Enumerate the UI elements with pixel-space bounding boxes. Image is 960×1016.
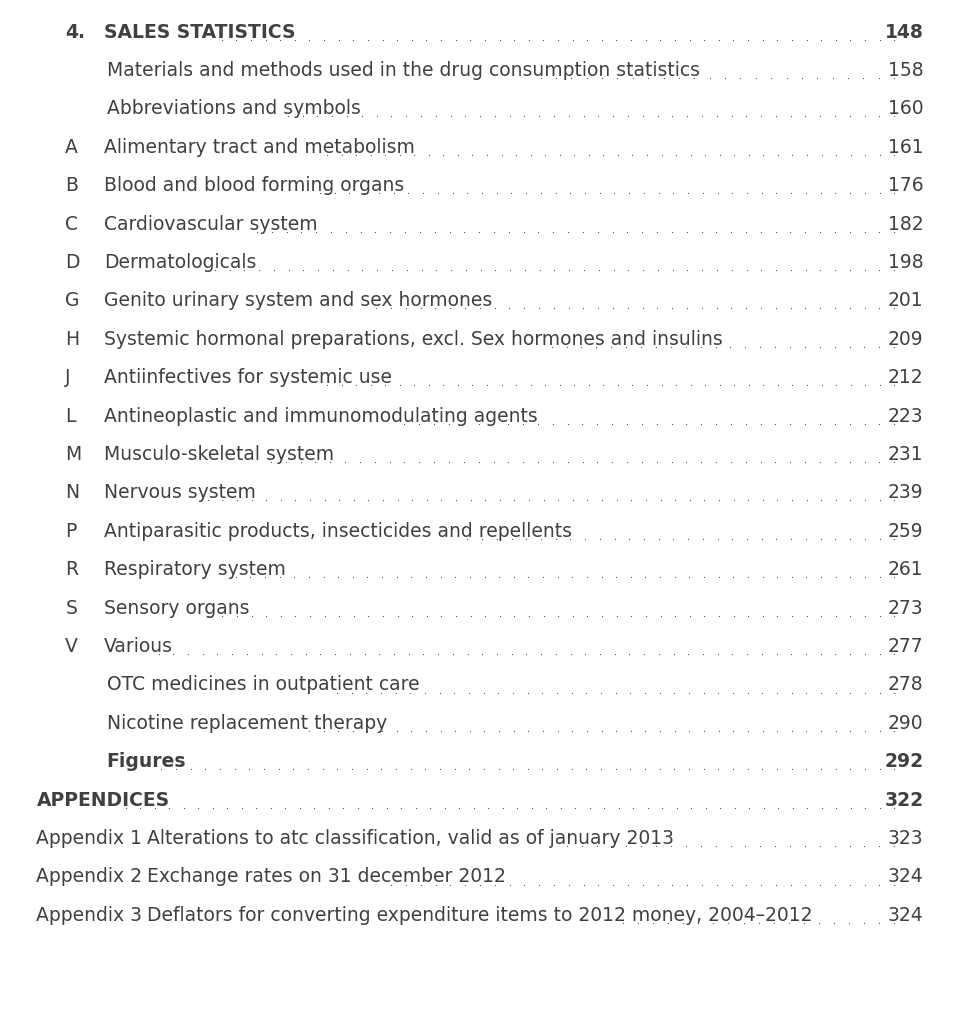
Text: APPENDICES: APPENDICES: [36, 790, 170, 810]
Text: 239: 239: [888, 484, 924, 503]
Text: 322: 322: [884, 790, 924, 810]
Text: 161: 161: [888, 138, 924, 156]
Text: Alimentary tract and metabolism: Alimentary tract and metabolism: [104, 138, 415, 156]
Text: 223: 223: [888, 406, 924, 426]
Text: 158: 158: [888, 61, 924, 80]
Text: 209: 209: [888, 330, 924, 348]
Text: 278: 278: [888, 676, 924, 695]
Text: J: J: [65, 368, 71, 387]
Text: 176: 176: [888, 176, 924, 195]
Text: N: N: [65, 484, 80, 503]
Text: Systemic hormonal preparations, excl. Sex hormones and insulins: Systemic hormonal preparations, excl. Se…: [104, 330, 723, 348]
Text: Cardiovascular system: Cardiovascular system: [104, 214, 318, 234]
Text: Deflators for converting expenditure items to 2012 money, 2004–2012: Deflators for converting expenditure ite…: [147, 906, 812, 925]
Text: 273: 273: [888, 598, 924, 618]
Text: R: R: [65, 560, 79, 579]
Text: Nicotine replacement therapy: Nicotine replacement therapy: [107, 714, 387, 733]
Text: L: L: [65, 406, 76, 426]
Text: 290: 290: [888, 714, 924, 733]
Text: 323: 323: [888, 829, 924, 848]
Text: 259: 259: [888, 522, 924, 541]
Text: Musculo-skeletal system: Musculo-skeletal system: [104, 445, 334, 464]
Text: 292: 292: [884, 752, 924, 771]
Text: 212: 212: [888, 368, 924, 387]
Text: Appendix 3: Appendix 3: [36, 906, 142, 925]
Text: Sensory organs: Sensory organs: [104, 598, 250, 618]
Text: Appendix 1: Appendix 1: [36, 829, 142, 848]
Text: 182: 182: [888, 214, 924, 234]
Text: Genito urinary system and sex hormones: Genito urinary system and sex hormones: [104, 292, 492, 311]
Text: Alterations to atc classification, valid as of january 2013: Alterations to atc classification, valid…: [147, 829, 674, 848]
Text: 148: 148: [885, 22, 924, 42]
Text: Appendix 2: Appendix 2: [36, 868, 142, 887]
Text: Antiparasitic products, insecticides and repellents: Antiparasitic products, insecticides and…: [104, 522, 572, 541]
Text: B: B: [65, 176, 79, 195]
Text: Antiinfectives for systemic use: Antiinfectives for systemic use: [104, 368, 392, 387]
Text: Dermatologicals: Dermatologicals: [104, 253, 256, 272]
Text: OTC medicines in outpatient care: OTC medicines in outpatient care: [107, 676, 420, 695]
Text: Nervous system: Nervous system: [104, 484, 255, 503]
Text: Blood and blood forming organs: Blood and blood forming organs: [104, 176, 404, 195]
Text: 277: 277: [888, 637, 924, 656]
Text: Various: Various: [104, 637, 173, 656]
Text: M: M: [65, 445, 82, 464]
Text: 160: 160: [888, 100, 924, 119]
Text: H: H: [65, 330, 80, 348]
Text: Respiratory system: Respiratory system: [104, 560, 285, 579]
Text: Figures: Figures: [107, 752, 186, 771]
Text: D: D: [65, 253, 80, 272]
Text: G: G: [65, 292, 80, 311]
Text: 4.: 4.: [65, 22, 85, 42]
Text: Exchange rates on 31 december 2012: Exchange rates on 31 december 2012: [147, 868, 506, 887]
Text: C: C: [65, 214, 79, 234]
Text: 201: 201: [888, 292, 924, 311]
Text: 324: 324: [888, 868, 924, 887]
Text: S: S: [65, 598, 77, 618]
Text: Antineoplastic and immunomodulating agents: Antineoplastic and immunomodulating agen…: [104, 406, 538, 426]
Text: A: A: [65, 138, 78, 156]
Text: 198: 198: [888, 253, 924, 272]
Text: V: V: [65, 637, 78, 656]
Text: SALES STATISTICS: SALES STATISTICS: [104, 22, 295, 42]
Text: 261: 261: [888, 560, 924, 579]
Text: 324: 324: [888, 906, 924, 925]
Text: Materials and methods used in the drug consumption statistics: Materials and methods used in the drug c…: [107, 61, 700, 80]
Text: Abbreviations and symbols: Abbreviations and symbols: [107, 100, 360, 119]
Text: 231: 231: [888, 445, 924, 464]
Text: P: P: [65, 522, 77, 541]
